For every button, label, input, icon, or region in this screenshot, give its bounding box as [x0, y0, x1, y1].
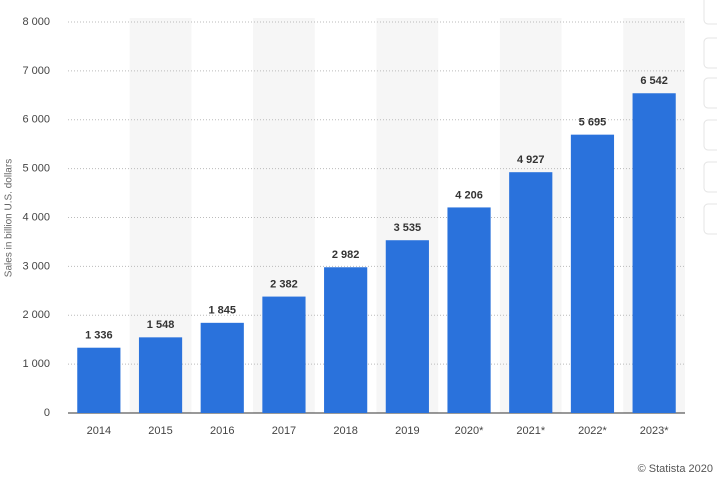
bar — [77, 347, 121, 413]
x-tick-label: 2016 — [210, 425, 234, 437]
y-tick-label: 2 000 — [22, 309, 50, 321]
value-label: 2 382 — [270, 278, 298, 290]
x-tick-label: 2021* — [516, 425, 545, 437]
toolbar — [703, 0, 717, 235]
x-tick-label: 2020* — [455, 425, 484, 437]
value-label: 4 927 — [517, 154, 545, 166]
value-label: 6 542 — [640, 75, 668, 87]
value-label: 1 548 — [147, 319, 175, 331]
y-tick-label: 4 000 — [22, 211, 50, 223]
y-tick-label: 1 000 — [22, 358, 50, 370]
tool-button[interactable] — [703, 0, 717, 25]
bar — [262, 296, 306, 413]
y-tick-label: 0 — [44, 407, 50, 419]
bar — [447, 207, 491, 413]
bar — [324, 267, 368, 413]
value-label: 1 336 — [85, 330, 113, 342]
bar — [200, 322, 244, 413]
x-tick-label: 2023* — [640, 425, 669, 437]
bar — [138, 337, 183, 413]
y-tick-label: 8 000 — [22, 16, 50, 28]
value-label: 4 206 — [455, 189, 483, 201]
bar — [570, 134, 615, 414]
bar — [509, 172, 553, 413]
x-tick-label: 2015 — [148, 425, 172, 437]
bar — [632, 93, 676, 413]
y-tick-label: 7 000 — [22, 65, 50, 77]
y-tick-label: 5 000 — [22, 163, 50, 175]
tool-button[interactable] — [703, 77, 717, 109]
tool-button[interactable] — [703, 161, 717, 193]
tool-button[interactable] — [703, 119, 717, 151]
value-label: 1 845 — [208, 305, 236, 317]
tool-button[interactable] — [703, 203, 717, 235]
x-tick-label: 2017 — [272, 425, 296, 437]
y-axis-label: Sales in billion U.S. dollars — [4, 159, 15, 277]
y-tick-label: 3 000 — [22, 260, 50, 272]
source: © Statista 2020 — [638, 463, 713, 475]
bar — [385, 240, 429, 413]
x-tick-label: 2014 — [87, 425, 111, 437]
value-label: 3 535 — [394, 222, 422, 234]
y-tick-label: 6 000 — [22, 114, 50, 126]
tool-button[interactable] — [703, 37, 717, 69]
x-tick-label: 2018 — [333, 425, 357, 437]
value-label: 2 982 — [332, 249, 360, 261]
x-tick-label: 2022* — [578, 425, 607, 437]
value-label: 5 695 — [579, 117, 607, 129]
x-tick-label: 2019 — [395, 425, 419, 437]
